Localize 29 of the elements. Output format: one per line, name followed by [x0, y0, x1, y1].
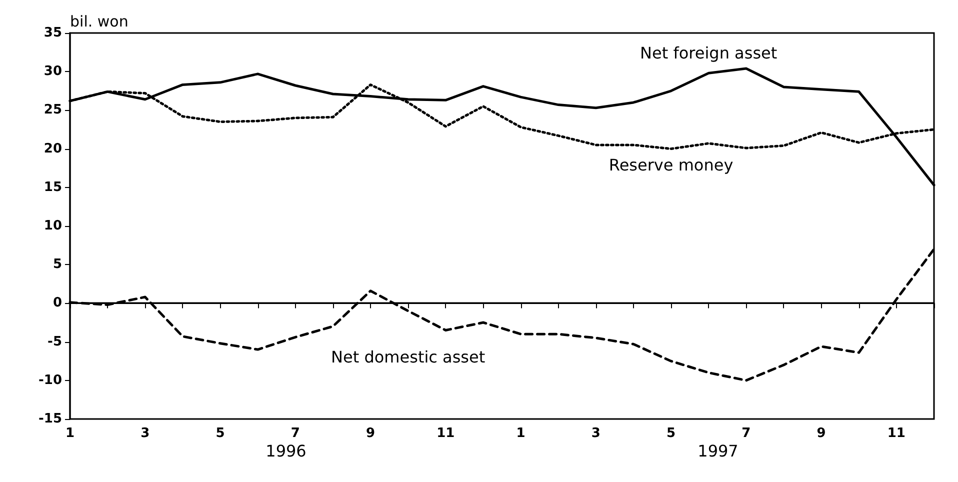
x-tick-label: 5 — [666, 426, 676, 441]
text: 1997 — [698, 442, 738, 460]
y-tick-label: 20 — [44, 141, 62, 156]
y-tick-label: 35 — [44, 26, 62, 40]
x-tick-label: 11 — [436, 426, 455, 441]
y-axis-title: bil. won — [70, 12, 128, 30]
x-tick-label: 1 — [516, 426, 526, 441]
x-tick-label: 3 — [140, 426, 150, 441]
y-tick-label: 25 — [44, 102, 62, 118]
x-tick-label: 11 — [887, 426, 906, 441]
y-tick-label: 5 — [52, 257, 62, 272]
x-tick-label: 1 — [65, 426, 75, 441]
series-label: Reserve money — [608, 155, 734, 174]
x-tick-label: 3 — [591, 426, 600, 441]
series-label: Net domestic asset — [331, 347, 486, 366]
x-tick-label: 9 — [366, 426, 376, 441]
y-tick-label: 15 — [44, 180, 62, 195]
x-tick-label: 5 — [216, 426, 225, 441]
x-tick-label: 7 — [290, 426, 300, 441]
x-tick-label: 9 — [816, 426, 826, 441]
y-tick-label: 0 — [52, 296, 62, 311]
x-tick-label: 7 — [742, 426, 751, 441]
series-label: Net foreign asset — [640, 44, 778, 63]
text: 1996 — [266, 442, 306, 460]
y-tick-label: -15 — [38, 412, 62, 426]
y-tick-label: -5 — [48, 334, 62, 350]
y-tick-label: -10 — [38, 372, 62, 388]
y-tick-label: 30 — [44, 64, 62, 80]
y-tick-label: 10 — [44, 218, 62, 234]
